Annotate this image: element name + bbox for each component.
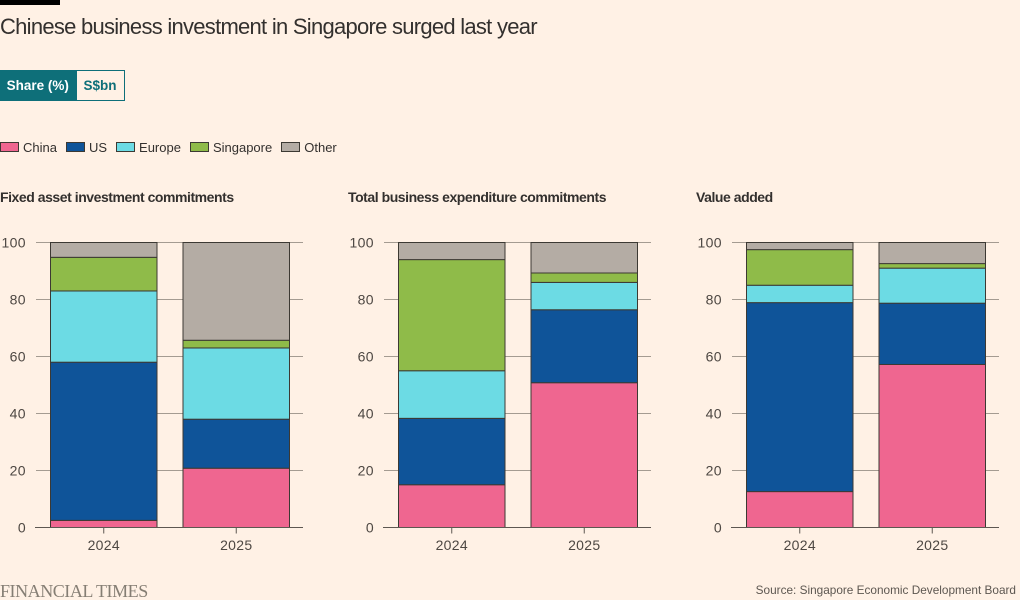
svg-text:0: 0 — [714, 520, 722, 536]
svg-text:100: 100 — [349, 235, 374, 251]
svg-text:2025: 2025 — [916, 537, 948, 553]
svg-text:100: 100 — [1, 235, 26, 251]
svg-text:80: 80 — [706, 292, 722, 308]
svg-text:0: 0 — [18, 520, 26, 536]
svg-text:2024: 2024 — [436, 537, 468, 553]
svg-text:Fixed asset investment commitm: Fixed asset investment commitments — [0, 189, 234, 205]
svg-text:20: 20 — [10, 463, 26, 479]
svg-text:60: 60 — [706, 349, 722, 365]
svg-text:40: 40 — [10, 406, 26, 422]
svg-text:20: 20 — [358, 463, 374, 479]
svg-text:2025: 2025 — [568, 537, 600, 553]
svg-text:60: 60 — [358, 349, 374, 365]
svg-text:20: 20 — [706, 463, 722, 479]
svg-text:Total business expenditure com: Total business expenditure commitments — [348, 189, 607, 205]
svg-text:60: 60 — [10, 349, 26, 365]
svg-text:80: 80 — [358, 292, 374, 308]
svg-text:2024: 2024 — [784, 537, 816, 553]
svg-text:40: 40 — [358, 406, 374, 422]
svg-text:2025: 2025 — [220, 537, 252, 553]
svg-text:100: 100 — [697, 235, 722, 251]
svg-text:40: 40 — [706, 406, 722, 422]
svg-text:0: 0 — [366, 520, 374, 536]
svg-text:80: 80 — [10, 292, 26, 308]
svg-text:2024: 2024 — [88, 537, 120, 553]
svg-text:Value added: Value added — [696, 189, 773, 205]
